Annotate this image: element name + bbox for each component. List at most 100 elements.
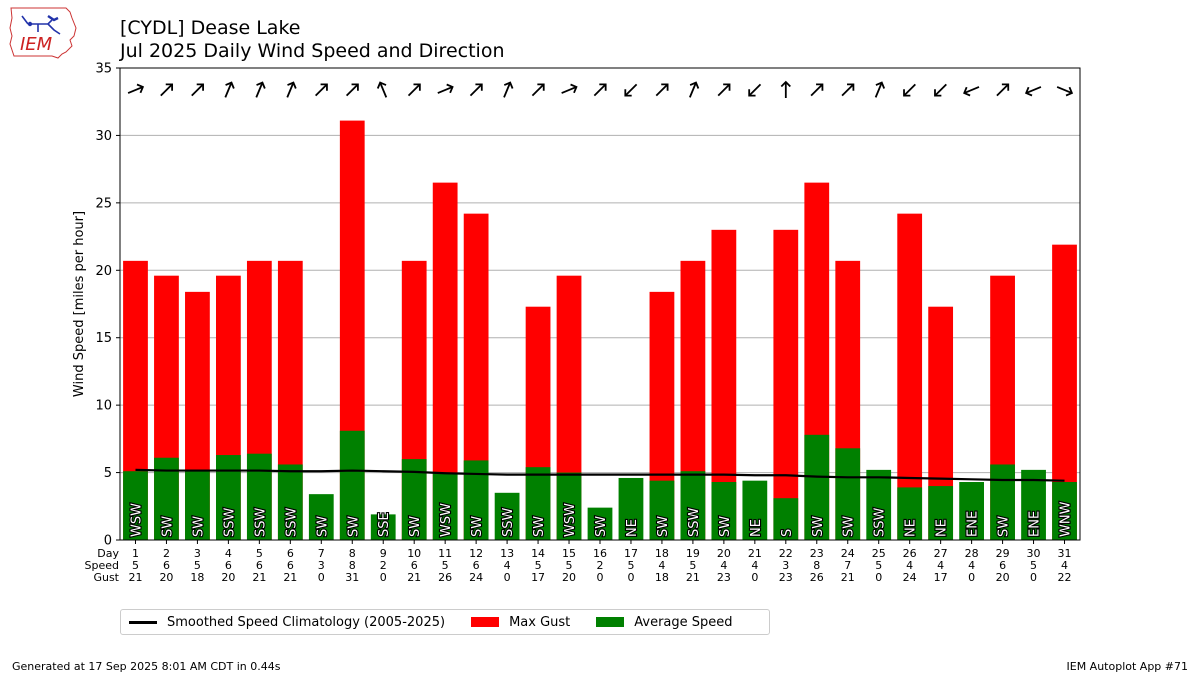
wind-arrow — [1056, 86, 1074, 97]
day-label: 5 — [256, 547, 263, 560]
arrow-shaft — [469, 83, 483, 97]
speed-label: 4 — [751, 559, 758, 572]
average-bar — [773, 498, 799, 540]
wind-arrow — [780, 80, 791, 98]
arrow-shaft — [689, 82, 697, 98]
day-label: 12 — [469, 547, 483, 560]
average-bar — [339, 430, 365, 540]
arrow-head — [847, 83, 855, 91]
wind-arrow — [963, 86, 980, 97]
day-label: 22 — [779, 547, 793, 560]
gust-label: 0 — [597, 571, 604, 584]
speed-label: 5 — [535, 559, 542, 572]
y-tick-label: 10 — [95, 399, 112, 414]
arrow-shaft — [748, 83, 762, 97]
direction-label: S — [780, 529, 795, 537]
speed-label: 4 — [1061, 559, 1068, 572]
direction-label: SSW — [687, 507, 702, 537]
speed-label: 5 — [1030, 559, 1037, 572]
day-label: 8 — [349, 547, 356, 560]
day-label: 23 — [810, 547, 824, 560]
average-bar — [711, 482, 737, 540]
day-label: 27 — [934, 547, 948, 560]
arrow-head — [320, 83, 328, 91]
arrow-shaft — [345, 83, 359, 97]
arrow-shaft — [903, 83, 916, 97]
average-bar — [525, 467, 551, 540]
day-label: 6 — [287, 547, 294, 560]
arrow-shaft — [1056, 86, 1073, 94]
y-tick-label: 35 — [95, 62, 112, 77]
arrow-shaft — [963, 86, 980, 94]
legend-label-climatology: Smoothed Speed Climatology (2005-2025) — [167, 614, 446, 630]
day-label: 4 — [225, 547, 232, 560]
average-bar — [246, 453, 272, 540]
average-bar — [835, 448, 861, 540]
wind-arrow — [224, 81, 235, 98]
arrow-head — [351, 83, 359, 91]
gust-label: 18 — [655, 571, 669, 584]
arrow-shaft — [996, 83, 1009, 97]
gust-label: 0 — [968, 571, 975, 584]
speed-label: 5 — [132, 559, 139, 572]
speed-label: 5 — [566, 559, 573, 572]
legend: Smoothed Speed Climatology (2005-2025) M… — [120, 609, 770, 635]
average-bar — [897, 487, 923, 540]
iem-logo-icon: IEM — [9, 7, 77, 59]
wind-arrow — [810, 83, 824, 97]
day-label: 24 — [841, 547, 855, 560]
average-bar — [556, 472, 582, 540]
gust-label: 0 — [380, 571, 387, 584]
wind-arrow — [469, 83, 483, 97]
direction-label: WSW — [129, 503, 144, 537]
gust-label: 17 — [934, 571, 948, 584]
logo-text: IEM — [20, 34, 53, 55]
gust-bar — [773, 229, 799, 541]
arrow-shaft — [593, 83, 607, 97]
arrow-head — [537, 83, 545, 91]
direction-label: ENE — [966, 511, 981, 537]
y-axis: 0 5 10 15 20 25 30 35 — [95, 62, 120, 549]
arrow-head — [689, 81, 700, 89]
average-bar — [494, 492, 520, 540]
arrow-head — [196, 83, 204, 91]
arrow-shaft — [255, 82, 264, 98]
speed-label: 4 — [906, 559, 913, 572]
arrow-shaft — [624, 83, 638, 97]
direction-label: NE — [904, 519, 919, 537]
speed-label: 5 — [194, 559, 201, 572]
speed-label: 2 — [380, 559, 387, 572]
wind-arrow — [437, 83, 454, 94]
legend-swatch-average — [596, 617, 625, 627]
arrow-shaft — [810, 83, 824, 97]
gust-label: 23 — [717, 571, 731, 584]
average-bar — [123, 471, 148, 540]
gust-label: 21 — [841, 571, 855, 584]
arrow-head — [875, 81, 886, 89]
arrow-head — [570, 83, 578, 94]
direction-label: NE — [625, 519, 640, 537]
arrow-head — [1065, 86, 1074, 97]
direction-label: SW — [656, 516, 671, 537]
wind-arrow — [996, 83, 1010, 97]
average-bar — [649, 480, 675, 540]
arrow-head — [903, 89, 911, 97]
day-label: 17 — [624, 547, 638, 560]
speed-label: 4 — [968, 559, 975, 572]
legend-swatch-gust — [471, 617, 500, 627]
average-bar — [308, 494, 334, 540]
wind-arrow — [748, 83, 762, 97]
arrow-head — [816, 83, 824, 91]
day-label: 16 — [593, 547, 607, 560]
speed-label: 8 — [349, 559, 356, 572]
speed-label: 5 — [442, 559, 449, 572]
arrow-shaft — [314, 83, 328, 97]
legend-label-gust: Max Gust — [509, 614, 571, 630]
direction-label: WSW — [563, 503, 578, 537]
arrow-shaft — [561, 86, 577, 94]
day-label: 25 — [872, 547, 886, 560]
direction-label: ENE — [1028, 511, 1043, 537]
arrow-shaft — [160, 83, 173, 97]
arrow-shaft — [437, 86, 453, 94]
direction-label: SW — [811, 516, 826, 537]
